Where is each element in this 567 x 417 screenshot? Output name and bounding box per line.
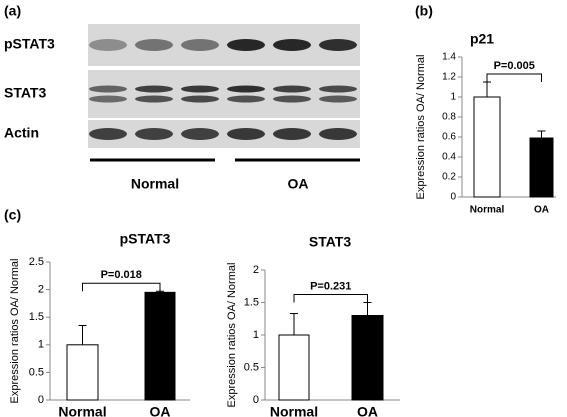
blot-band	[319, 128, 357, 140]
panel-label: (a)	[4, 3, 21, 19]
bar	[473, 96, 501, 198]
blot-band	[319, 85, 357, 93]
blot-band	[227, 39, 265, 51]
y-axis-label: Expression ratios OA/ Normal	[415, 55, 427, 200]
blot-band	[89, 85, 127, 93]
blot-band	[135, 128, 173, 140]
blot-band	[135, 39, 173, 51]
group-label: OA	[288, 176, 309, 192]
chart-title: pSTAT3	[120, 231, 171, 247]
blot-row-label: pSTAT3	[4, 36, 55, 52]
blot-band	[273, 85, 311, 93]
y-tick-label: 0.8	[442, 112, 456, 123]
blot-strip	[88, 120, 360, 148]
blot-row-label: Actin	[4, 125, 39, 141]
y-tick-label: 1	[38, 339, 44, 351]
bar	[144, 291, 176, 401]
significance-bracket	[486, 73, 542, 82]
y-tick-label: 1	[450, 92, 456, 103]
x-tick-label: OA	[150, 404, 171, 417]
y-axis-label: Expression ratios OA/ Normal	[226, 263, 238, 408]
blot-band	[319, 95, 357, 103]
y-tick-label: 1.2	[442, 72, 456, 83]
y-tick-label: 1.5	[244, 296, 259, 308]
panel-label: (c)	[4, 207, 21, 223]
y-tick-label: 1.5	[29, 311, 44, 323]
bar	[529, 137, 554, 198]
y-tick-label: 0.4	[442, 152, 456, 163]
x-tick-label: Normal	[58, 404, 106, 417]
blot-row-label: STAT3	[4, 85, 46, 101]
blot-band	[273, 128, 311, 140]
blot-band	[181, 85, 219, 93]
significance-bracket	[293, 294, 368, 303]
y-tick-label: 2	[38, 284, 44, 296]
y-tick-label: 0	[38, 394, 44, 406]
x-tick-label: OA	[357, 404, 378, 417]
y-tick-label: 1	[253, 329, 259, 341]
blot-band	[227, 128, 265, 140]
blot-strip	[88, 24, 360, 66]
y-tick-label: 1.4	[442, 52, 456, 63]
blot-band	[227, 95, 265, 103]
y-tick-label: 0.6	[442, 132, 456, 143]
y-tick-label: 2.5	[29, 256, 44, 268]
y-tick-label: 0.5	[29, 366, 44, 378]
y-axis-label: Expression ratios OA/ Normal	[9, 259, 21, 404]
blot-strip	[88, 70, 360, 118]
y-tick-label: 0.2	[442, 172, 456, 183]
group-label: Normal	[131, 176, 179, 192]
chart-title: p21	[470, 31, 494, 47]
blot-band	[89, 128, 127, 140]
blot-band	[319, 39, 357, 51]
bar	[66, 344, 99, 401]
x-tick-label: Normal	[470, 205, 505, 216]
annotation: P=0.005	[494, 60, 535, 72]
y-tick-label: 0	[253, 394, 259, 406]
blot-band	[135, 85, 173, 93]
blot-band	[181, 95, 219, 103]
blot-band	[273, 39, 311, 51]
blot-band	[181, 128, 219, 140]
blot-band	[227, 85, 265, 93]
blot-band	[273, 95, 311, 103]
chart-title: STAT3	[309, 234, 351, 250]
bar	[351, 315, 384, 401]
x-tick-label: OA	[534, 205, 549, 216]
y-tick-label: 0	[450, 192, 456, 203]
y-tick-label: 0.5	[244, 361, 259, 373]
blot-band	[89, 39, 127, 51]
annotation: P=0.231	[310, 280, 351, 292]
y-tick-label: 2	[253, 264, 259, 276]
panel-label: (b)	[415, 3, 433, 19]
annotation: P=0.018	[101, 269, 142, 281]
blot-band	[135, 95, 173, 103]
bar	[278, 334, 310, 401]
x-tick-label: Normal	[270, 404, 318, 417]
blot-band	[89, 95, 127, 103]
blot-band	[181, 39, 219, 51]
significance-bracket	[82, 282, 161, 292]
